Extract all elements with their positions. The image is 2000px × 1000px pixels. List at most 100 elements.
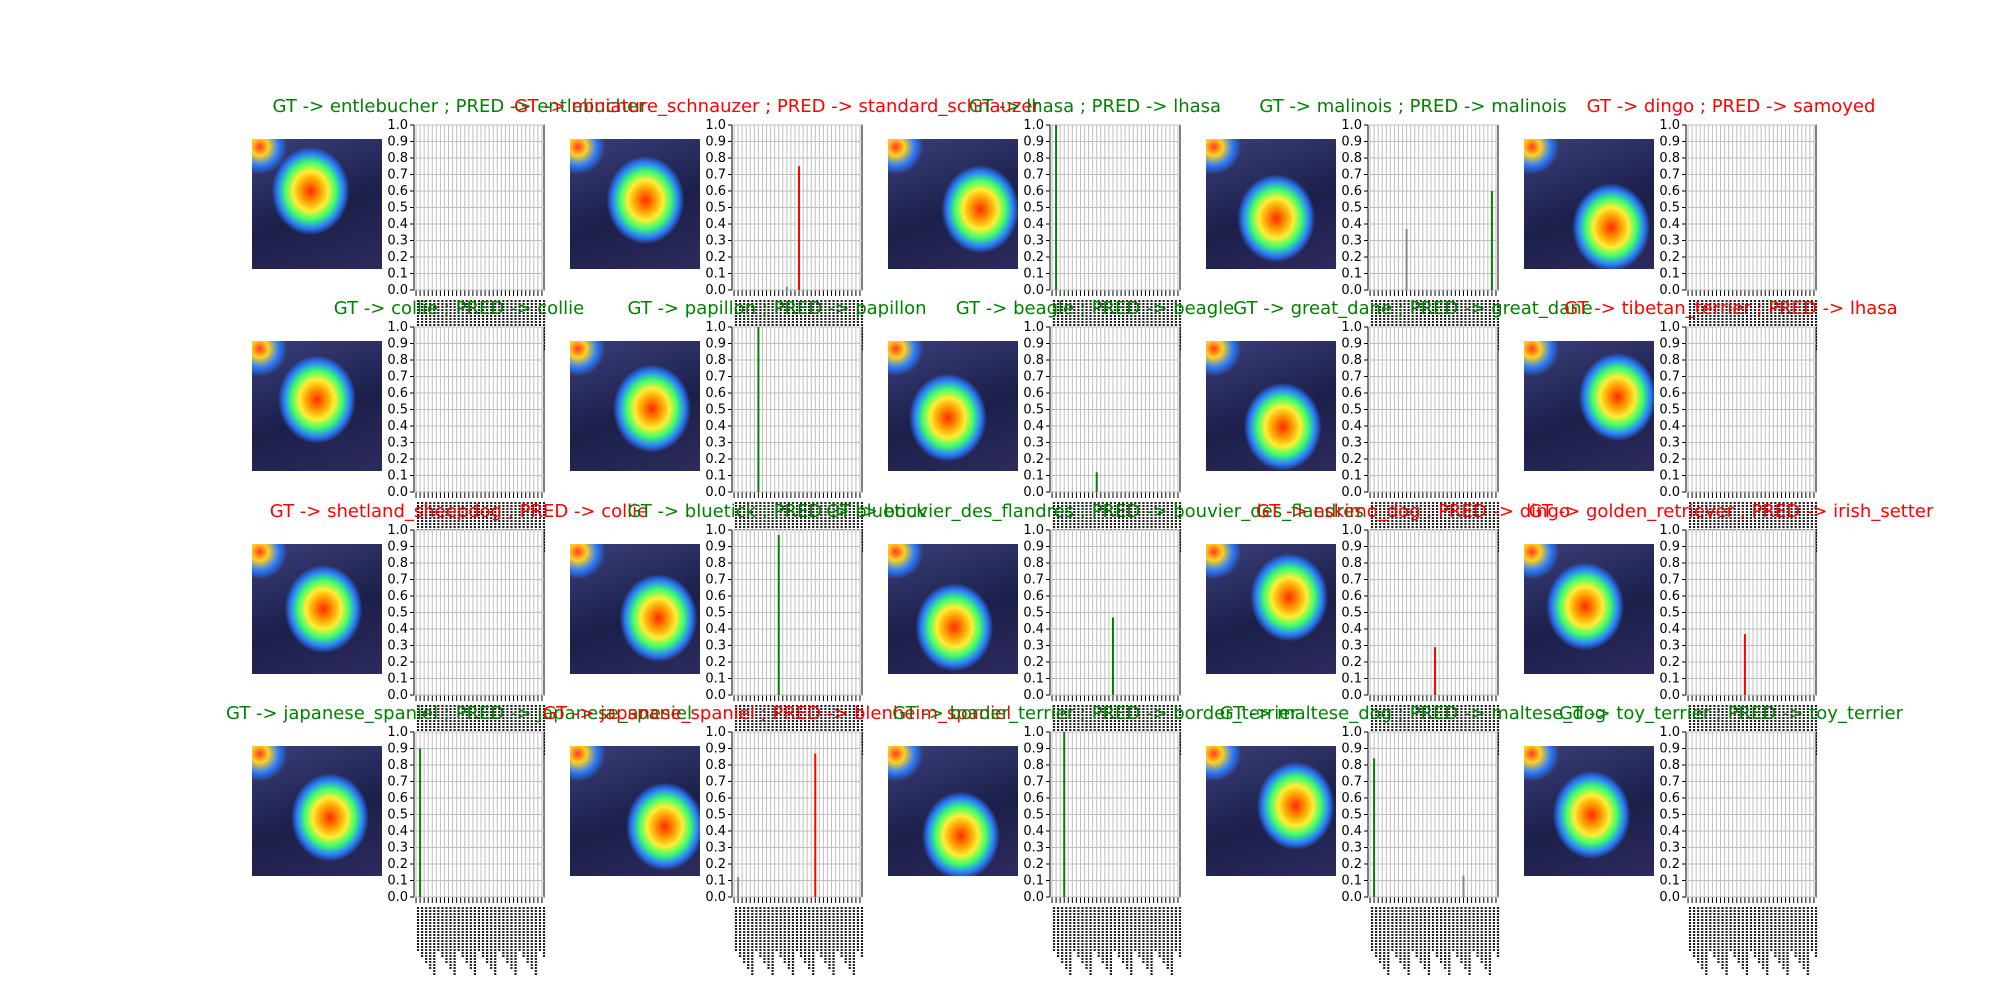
heatmap-dog-icon (1524, 341, 1654, 471)
y-tick-label: 0.6 (387, 184, 408, 199)
y-tick-label: 0.8 (1341, 556, 1362, 571)
y-tick-label: 0.0 (1659, 890, 1680, 905)
y-tick-label: 0.1 (387, 469, 408, 484)
y-tick-label: 0.9 (705, 540, 726, 555)
y-tick-label: 0.3 (705, 841, 726, 856)
y-tick-label: 0.3 (1659, 639, 1680, 654)
heatmap-dog-icon (252, 341, 382, 471)
heatmap-dog-icon (252, 139, 382, 269)
y-tick-label: 0.5 (1341, 403, 1362, 418)
y-tick-label: 0.2 (1659, 452, 1680, 467)
probability-bar (737, 877, 740, 897)
y-tick-label: 0.6 (387, 386, 408, 401)
y-tick-label: 0.4 (387, 217, 408, 232)
heatmap-dog-icon (888, 544, 1018, 674)
y-tick-label: 0.6 (1023, 791, 1044, 806)
y-tick-label: 0.6 (1659, 791, 1680, 806)
y-tick-label: 0.7 (1341, 775, 1362, 790)
y-tick-label: 1.0 (1023, 118, 1044, 133)
y-tick-label: 0.8 (1659, 556, 1680, 571)
y-tick-label: 0.7 (705, 168, 726, 183)
y-tick-label: 0.2 (387, 452, 408, 467)
probability-bar-chart: 0.00.10.20.30.40.50.60.70.80.91.0 (1023, 118, 1182, 369)
y-tick-label: 0.3 (1023, 234, 1044, 249)
y-tick-label: 0.1 (1659, 267, 1680, 282)
y-tick-label: 0.8 (387, 353, 408, 368)
y-tick-label: 0.5 (387, 808, 408, 823)
y-tick-label: 0.7 (387, 370, 408, 385)
y-tick-label: 0.6 (1341, 184, 1362, 199)
y-tick-label: 0.1 (705, 267, 726, 282)
y-tick-label: 0.0 (1341, 283, 1362, 298)
heatmap-dog-icon (1206, 341, 1336, 471)
y-tick-label: 0.3 (705, 639, 726, 654)
y-tick-label: 0.2 (705, 250, 726, 265)
y-tick-label: 0.2 (1659, 250, 1680, 265)
y-tick-label: 0.6 (1659, 386, 1680, 401)
probability-bar (1373, 758, 1376, 897)
y-tick-label: 0.8 (1341, 758, 1362, 773)
y-tick-label: 0.8 (1023, 758, 1044, 773)
y-tick-label: 0.7 (1341, 573, 1362, 588)
y-tick-label: 0.4 (1023, 419, 1044, 434)
y-tick-label: 0.9 (1341, 337, 1362, 352)
probability-bar (1462, 875, 1465, 897)
y-tick-label: 0.1 (1659, 874, 1680, 889)
y-tick-label: 0.0 (705, 485, 726, 500)
y-tick-label: 1.0 (1023, 320, 1044, 335)
y-tick-label: 0.3 (387, 639, 408, 654)
y-tick-label: 0.6 (387, 589, 408, 604)
heatmap-dog-icon (1524, 746, 1654, 876)
probability-bar (757, 327, 760, 492)
y-tick-label: 1.0 (387, 725, 408, 740)
probability-bar (798, 166, 801, 290)
probability-bar (1490, 191, 1493, 290)
y-tick-label: 0.6 (1659, 184, 1680, 199)
y-tick-label: 0.2 (1659, 655, 1680, 670)
y-tick-label: 0.8 (387, 151, 408, 166)
y-tick-label: 0.4 (1341, 419, 1362, 434)
panel-title: GT -> collie ; PRED -> collie (333, 298, 585, 319)
probability-bar-chart: 0.00.10.20.30.40.50.60.70.80.91.0 (1659, 523, 1818, 774)
y-tick-label: 0.8 (705, 151, 726, 166)
y-tick-label: 0.5 (1659, 606, 1680, 621)
y-tick-label: 0.9 (1659, 135, 1680, 150)
y-tick-label: 0.4 (705, 217, 726, 232)
y-tick-label: 0.2 (1023, 857, 1044, 872)
y-tick-label: 0.6 (1023, 184, 1044, 199)
y-tick-label: 0.0 (1023, 283, 1044, 298)
y-tick-label: 0.2 (1023, 250, 1044, 265)
y-tick-label: 0.9 (1659, 540, 1680, 555)
y-tick-label: 0.0 (387, 890, 408, 905)
y-tick-label: 0.8 (387, 758, 408, 773)
y-tick-label: 0.1 (705, 672, 726, 687)
y-tick-label: 0.6 (1659, 589, 1680, 604)
y-tick-label: 1.0 (1659, 320, 1680, 335)
y-tick-label: 0.8 (1341, 151, 1362, 166)
panel-title: GT -> entlebucher ; PRED -> entlebucher (272, 96, 646, 117)
y-tick-label: 0.7 (387, 168, 408, 183)
y-tick-label: 0.6 (1341, 791, 1362, 806)
y-tick-label: 0.7 (1659, 775, 1680, 790)
y-tick-label: 0.3 (1341, 234, 1362, 249)
y-tick-label: 0.3 (705, 234, 726, 249)
y-tick-label: 0.4 (1659, 824, 1680, 839)
y-tick-label: 0.9 (387, 337, 408, 352)
y-tick-label: 0.1 (1659, 469, 1680, 484)
y-tick-label: 1.0 (387, 523, 408, 538)
y-tick-label: 0.1 (1341, 874, 1362, 889)
y-tick-label: 0.7 (1341, 370, 1362, 385)
heatmap-dog-icon (888, 341, 1018, 471)
y-tick-label: 1.0 (387, 320, 408, 335)
y-tick-label: 0.0 (387, 688, 408, 703)
y-tick-label: 1.0 (1341, 320, 1362, 335)
heatmap-dog-icon (252, 544, 382, 674)
y-tick-label: 0.5 (1341, 201, 1362, 216)
y-tick-label: 1.0 (705, 523, 726, 538)
y-tick-label: 0.5 (1023, 808, 1044, 823)
y-tick-label: 0.2 (387, 655, 408, 670)
y-tick-label: 0.4 (1659, 622, 1680, 637)
y-tick-label: 0.5 (1023, 201, 1044, 216)
y-tick-label: 0.9 (1341, 742, 1362, 757)
y-tick-label: 0.7 (1341, 168, 1362, 183)
